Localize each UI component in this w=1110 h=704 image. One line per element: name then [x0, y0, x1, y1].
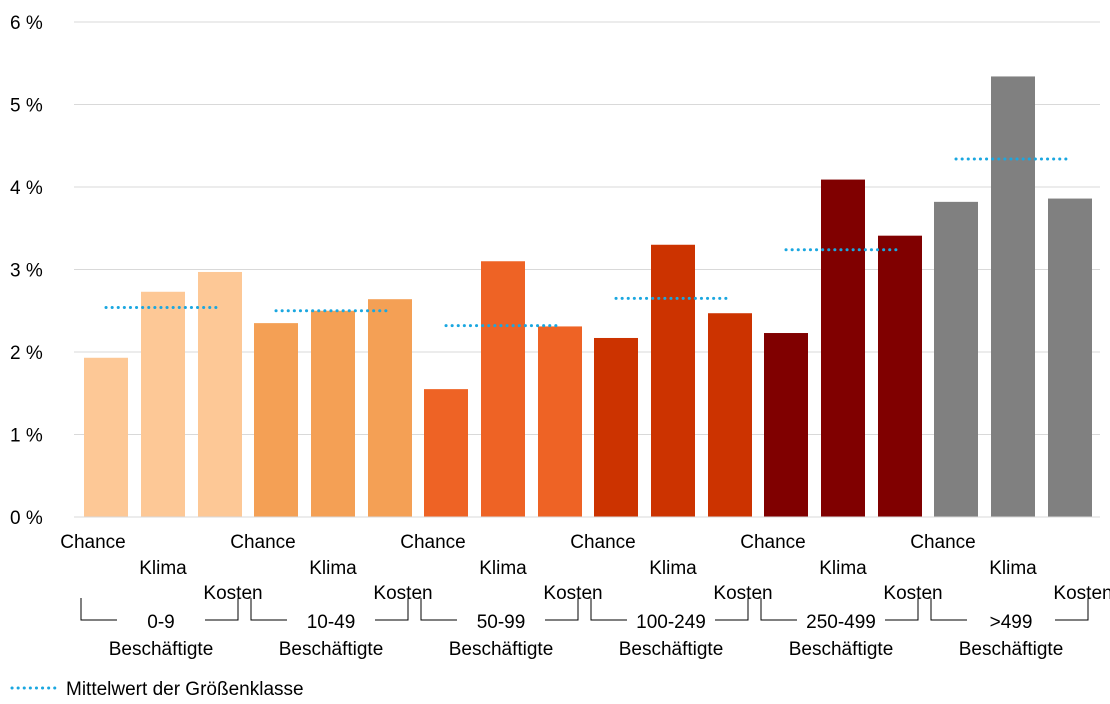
bracket-right [375, 598, 409, 621]
category-label: Chance [740, 532, 806, 553]
category-label: Chance [910, 532, 976, 553]
group-label-unit: Beschäftigte [789, 639, 894, 660]
bracket-left [930, 598, 967, 621]
y-tick-label: 5 % [10, 96, 43, 117]
bar [821, 179, 865, 517]
category-label: Klima [139, 558, 187, 579]
category-label: Kosten [713, 583, 772, 604]
y-tick-label: 0 % [10, 508, 43, 529]
bar [878, 235, 922, 518]
category-labels: Chance Klima Kosten Chance Klima Kosten Chance… [60, 532, 1110, 604]
category-label: Kosten [203, 583, 262, 604]
bar [651, 244, 695, 517]
group-label-range: 10-49 [307, 612, 356, 633]
group-label-unit: Beschäftigte [109, 639, 214, 660]
group-label-range: 100-249 [636, 612, 706, 633]
group-label-unit: Beschäftigte [279, 639, 384, 660]
bar [84, 357, 128, 517]
bar [141, 291, 185, 517]
bracket-right [715, 598, 749, 621]
bars [84, 76, 1092, 518]
category-label: Kosten [543, 583, 602, 604]
y-tick-label: 4 % [10, 178, 43, 199]
category-label: Klima [989, 558, 1037, 579]
bar [368, 299, 412, 517]
y-tick-label: 2 % [10, 343, 43, 364]
category-label: Klima [309, 558, 357, 579]
bar [1048, 198, 1092, 518]
bracket-left [250, 598, 287, 621]
category-label: Kosten [373, 583, 432, 604]
y-axis-tick-labels: 0 % 1 % 2 % 3 % 4 % 5 % 6 % [10, 13, 43, 529]
category-label: Klima [649, 558, 697, 579]
group-label-range: 0-9 [147, 612, 174, 633]
group-label-unit: Beschäftigte [619, 639, 724, 660]
group-label-unit: Beschäftigte [449, 639, 554, 660]
grid-lines [74, 21, 1100, 435]
group-label-unit: Beschäftigte [959, 639, 1064, 660]
y-tick-label: 1 % [10, 426, 43, 447]
bar [934, 201, 978, 517]
category-label: Chance [570, 532, 636, 553]
category-label: Klima [479, 558, 527, 579]
category-label: Chance [230, 532, 296, 553]
legend: Mittelwert der Größenklasse [10, 679, 304, 700]
bar [764, 333, 808, 517]
group-brackets: 0-9 Beschäftigte 10-49 Beschäftigte 50-99 Bes… [80, 598, 1089, 660]
bar [254, 323, 298, 517]
category-label: Kosten [883, 583, 942, 604]
group-label-range: 50-99 [477, 612, 526, 633]
bar [311, 310, 355, 517]
bracket-right [885, 598, 919, 621]
bar [481, 261, 525, 517]
category-label: Chance [60, 532, 126, 553]
group-label-range: >499 [990, 612, 1033, 633]
group-label-range: 250-499 [806, 612, 876, 633]
bar [991, 76, 1035, 517]
y-tick-label: 3 % [10, 261, 43, 282]
bar [198, 271, 242, 517]
category-label: Kosten [1053, 583, 1110, 604]
bracket-right [545, 598, 579, 621]
bracket-left [420, 598, 457, 621]
bracket-left [80, 598, 117, 621]
bar [594, 337, 638, 517]
category-label: Chance [400, 532, 466, 553]
bar [538, 326, 582, 517]
bracket-right [205, 598, 239, 621]
bar [708, 313, 752, 517]
category-label: Klima [819, 558, 867, 579]
legend-label: Mittelwert der Größenklasse [66, 679, 304, 700]
bracket-left [760, 598, 797, 621]
y-tick-label: 6 % [10, 13, 43, 34]
bracket-right [1055, 598, 1089, 621]
bracket-left [590, 598, 627, 621]
mean-lines [104, 157, 1069, 328]
bar [424, 389, 468, 517]
